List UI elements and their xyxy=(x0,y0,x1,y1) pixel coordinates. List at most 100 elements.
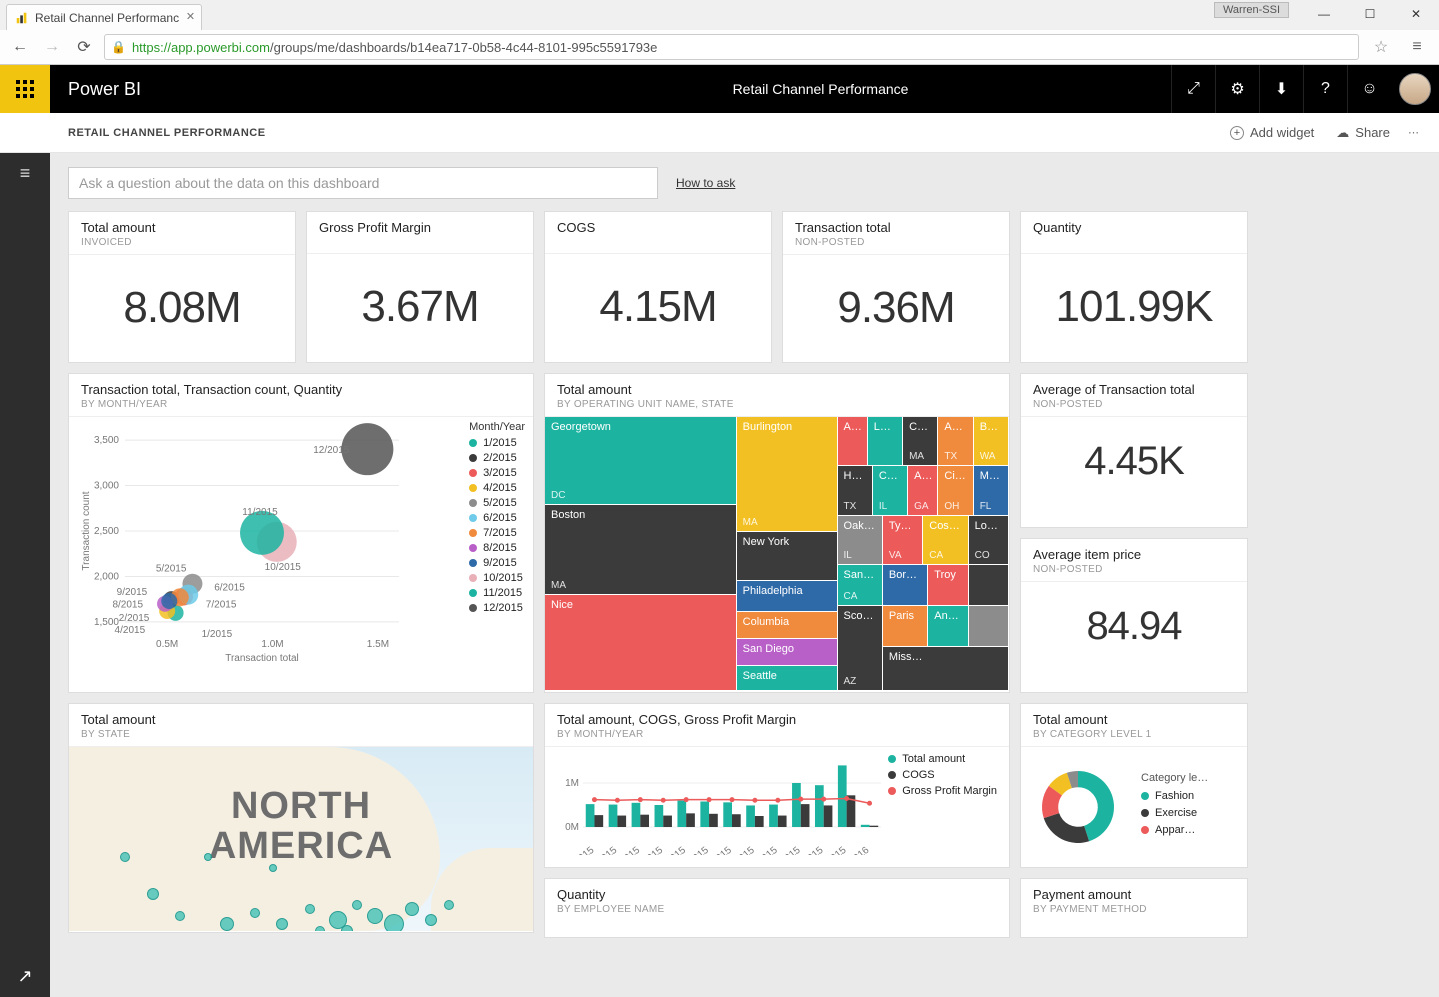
map-bubble[interactable] xyxy=(147,888,159,900)
treemap-node[interactable]: An… xyxy=(928,606,967,646)
legend-item[interactable]: COGS xyxy=(888,769,997,781)
map-tile[interactable]: Total amountBY STATE NORTH AMERICA xyxy=(68,703,534,933)
treemap-node[interactable]: Tyso…VA xyxy=(883,516,922,564)
minimize-icon[interactable]: — xyxy=(1301,0,1347,28)
back-icon[interactable]: ← xyxy=(8,35,32,59)
fullscreen-icon[interactable]: ⤢ xyxy=(1171,65,1215,113)
legend-item[interactable]: 10/2015 xyxy=(469,572,525,584)
treemap-node[interactable]: Cost…CA xyxy=(923,516,967,564)
legend-item[interactable]: 5/2015 xyxy=(469,497,525,509)
map-bubble[interactable] xyxy=(120,852,130,862)
map-bubble[interactable] xyxy=(341,925,353,931)
avg-transaction-tile[interactable]: Average of Transaction totalNON-POSTED 4… xyxy=(1020,373,1248,528)
map-bubble[interactable] xyxy=(269,864,277,872)
map-bubble[interactable] xyxy=(425,914,437,926)
map-bubble[interactable] xyxy=(220,917,234,931)
treemap-node[interactable]: Miss… xyxy=(883,647,1008,690)
treemap-node[interactable]: San Diego xyxy=(737,639,837,665)
legend-item[interactable]: 11/2015 xyxy=(469,587,525,599)
legend-item[interactable]: Gross Profit Margin xyxy=(888,785,997,797)
treemap-node[interactable]: Scotts…AZ xyxy=(838,606,882,690)
treemap-node[interactable]: Troy xyxy=(928,565,967,605)
treemap-node[interactable]: Paris xyxy=(883,606,927,646)
barline-tile[interactable]: Total amount, COGS, Gross Profit MarginB… xyxy=(544,703,1010,868)
treemap-node[interactable]: Chi…IL xyxy=(873,466,907,514)
treemap-node[interactable]: GeorgetownDC xyxy=(545,417,736,504)
legend-item[interactable]: 6/2015 xyxy=(469,512,525,524)
kpi-tile[interactable]: Gross Profit Margin3.67M xyxy=(306,211,534,363)
map-bubble[interactable] xyxy=(276,918,288,930)
map-bubble[interactable] xyxy=(384,914,404,931)
map-bubble[interactable] xyxy=(305,904,315,914)
treemap-node[interactable]: Atl… xyxy=(838,417,867,465)
map-bubble[interactable] xyxy=(175,911,185,921)
map-bubble[interactable] xyxy=(405,902,419,916)
treemap-node[interactable]: Au…TX xyxy=(938,417,972,465)
scatter-tile[interactable]: Transaction total, Transaction count, Qu… xyxy=(68,373,534,693)
legend-item[interactable]: Appar… xyxy=(1141,824,1208,836)
treemap-node[interactable]: Santa …CA xyxy=(838,565,882,605)
chrome-menu-icon[interactable]: ≡ xyxy=(1403,38,1431,56)
treemap-node[interactable]: Bord… xyxy=(883,565,927,605)
treemap-node[interactable]: BurlingtonMA xyxy=(737,417,837,531)
close-window-icon[interactable]: ✕ xyxy=(1393,0,1439,28)
legend-item[interactable]: 1/2015 xyxy=(469,437,525,449)
user-avatar[interactable] xyxy=(1391,65,1439,113)
legend-item[interactable]: 8/2015 xyxy=(469,542,525,554)
treemap-node[interactable]: New York xyxy=(737,532,837,580)
add-widget-button[interactable]: + Add widget xyxy=(1230,125,1314,140)
treemap-node[interactable] xyxy=(969,565,1008,605)
treemap-node[interactable]: Ho…TX xyxy=(838,466,872,514)
kpi-tile[interactable]: Total amountINVOICED8.08M xyxy=(68,211,296,363)
map-bubble[interactable] xyxy=(250,908,260,918)
legend-item[interactable]: 2/2015 xyxy=(469,452,525,464)
quantity-employee-tile[interactable]: QuantityBY EMPLOYEE NAME xyxy=(544,878,1010,938)
legend-item[interactable]: 7/2015 xyxy=(469,527,525,539)
map-bubble[interactable] xyxy=(315,926,325,931)
treemap-node[interactable]: Ca…MA xyxy=(903,417,937,465)
legend-item[interactable]: 9/2015 xyxy=(469,557,525,569)
kpi-tile[interactable]: Transaction totalNON-POSTED9.36M xyxy=(782,211,1010,363)
share-button[interactable]: ☁ Share xyxy=(1336,125,1390,141)
treemap-node[interactable]: Philadelphia xyxy=(737,581,837,610)
app-launcher-button[interactable] xyxy=(0,65,50,113)
close-icon[interactable]: ✕ xyxy=(186,10,195,23)
legend-item[interactable]: Total amount xyxy=(888,753,997,765)
treemap-node[interactable]: Nice xyxy=(545,595,736,690)
more-options-icon[interactable]: ⋯ xyxy=(1408,126,1421,139)
kpi-tile[interactable]: Quantity101.99K xyxy=(1020,211,1248,363)
qa-input[interactable]: Ask a question about the data on this da… xyxy=(68,167,658,199)
treemap-node[interactable]: BostonMA xyxy=(545,505,736,594)
treemap-node[interactable]: Oak Br…IL xyxy=(838,516,882,564)
bookmark-star-icon[interactable]: ☆ xyxy=(1367,37,1395,57)
legend-item[interactable]: 12/2015 xyxy=(469,602,525,614)
map-bubble[interactable] xyxy=(444,900,454,910)
avg-item-price-tile[interactable]: Average item priceNON-POSTED 84.94 xyxy=(1020,538,1248,693)
treemap-node[interactable]: Los… xyxy=(868,417,902,465)
map-bubble[interactable] xyxy=(367,908,383,924)
address-bar[interactable]: 🔒 https://app.powerbi.com/groups/me/dash… xyxy=(104,34,1359,60)
legend-item[interactable]: Fashion xyxy=(1141,790,1208,802)
reload-icon[interactable]: ⟳ xyxy=(72,35,96,59)
maximize-icon[interactable]: ☐ xyxy=(1347,0,1393,28)
legend-item[interactable]: 3/2015 xyxy=(469,467,525,479)
how-to-ask-link[interactable]: How to ask xyxy=(676,176,735,190)
download-icon[interactable]: ⬇ xyxy=(1259,65,1303,113)
map-bubble[interactable] xyxy=(352,900,362,910)
nav-hamburger-icon[interactable]: ≡ xyxy=(20,163,31,184)
browser-profile-chip[interactable]: Warren-SSI xyxy=(1214,2,1289,18)
legend-item[interactable]: 4/2015 xyxy=(469,482,525,494)
browser-tab[interactable]: Retail Channel Performanc ✕ xyxy=(6,4,202,30)
settings-gear-icon[interactable]: ⚙ xyxy=(1215,65,1259,113)
treemap-node[interactable]: Mi…FL xyxy=(974,466,1008,514)
map-bubble[interactable] xyxy=(204,853,212,861)
treemap-node[interactable] xyxy=(969,606,1008,646)
nav-expand-icon[interactable]: ↗ xyxy=(17,966,32,987)
treemap-node[interactable]: Seattle xyxy=(737,666,837,690)
treemap-node[interactable]: Bel…WA xyxy=(974,417,1008,465)
feedback-smile-icon[interactable]: ☺ xyxy=(1347,65,1391,113)
payment-method-tile[interactable]: Payment amountBY PAYMENT METHOD xyxy=(1020,878,1248,938)
help-icon[interactable]: ? xyxy=(1303,65,1347,113)
treemap-node[interactable]: Columbia xyxy=(737,612,837,638)
treemap-tile[interactable]: Total amountBY OPERATING UNIT NAME, STAT… xyxy=(544,373,1010,693)
